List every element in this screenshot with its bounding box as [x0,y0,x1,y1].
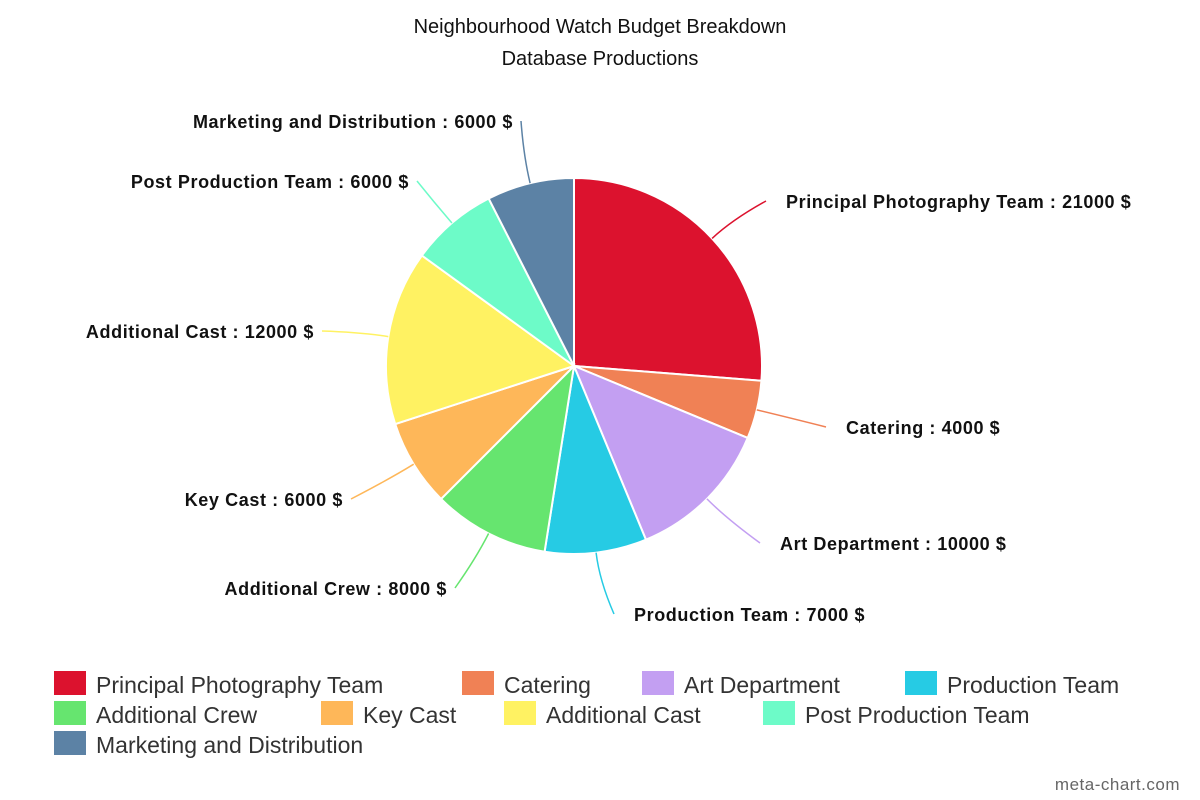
legend-label: Art Department [684,672,841,698]
legend-label: Additional Cast [546,702,701,728]
legend-swatch [462,671,494,695]
slice-label-principal-photography-team: Principal Photography Team : 21000 $ [786,192,1131,212]
connector-production-team [595,552,615,615]
legend-item-additional-crew[interactable]: Additional Crew [54,701,257,728]
slice-label-key-cast: Key Cast : 6000 $ [185,490,343,510]
legend-item-key-cast[interactable]: Key Cast [321,701,457,728]
legend-swatch [54,701,86,725]
pie-slice-art-department [572,364,749,541]
legend-item-catering[interactable]: Catering [462,671,591,698]
legend: Principal Photography Team Catering Art De… [54,671,1119,758]
slice-label-additional-crew: Additional Crew : 8000 $ [225,579,447,599]
legend-item-principal-photography-team[interactable]: Principal Photography Team [54,671,383,698]
slice-label-production-team: Production Team : 7000 $ [634,605,865,625]
connector-principal-photography-team [711,200,767,239]
legend-swatch [642,671,674,695]
pie-slice-production-team [543,362,648,555]
connector-additional-cast [321,330,389,338]
legend-item-marketing-and-distribution[interactable]: Marketing and Distribution [54,731,363,758]
slice-label-marketing-and-distribution: Marketing and Distribution : 6000 $ [193,112,513,132]
slice-label-art-department: Art Department : 10000 $ [780,534,1006,554]
legend-swatch [504,701,536,725]
legend-label: Key Cast [363,702,457,728]
legend-swatch [54,731,86,755]
connector-additional-crew [454,533,490,589]
pie-slice-principal-photography-team [573,176,763,382]
slice-label-catering: Catering : 4000 $ [846,418,1000,438]
pie-slice-additional-crew [439,363,576,553]
legend-label: Post Production Team [805,702,1030,728]
legend-label: Marketing and Distribution [96,732,363,758]
legend-item-post-production-team[interactable]: Post Production Team [763,701,1030,728]
legend-label: Production Team [947,672,1119,698]
credit-text: meta-chart.com [1055,775,1180,794]
connector-catering [756,409,827,428]
connector-marketing-and-distribution [520,120,531,184]
legend-swatch [321,701,353,725]
pie-slice-additional-cast [385,254,577,426]
legend-item-art-department[interactable]: Art Department [642,671,841,698]
connector-art-department [706,498,761,544]
chart-title: Neighbourhood Watch Budget Breakdown [414,16,787,38]
legend-item-production-team[interactable]: Production Team [905,671,1119,698]
legend-label: Additional Crew [96,702,257,728]
legend-item-additional-cast[interactable]: Additional Cast [504,701,701,728]
legend-swatch [54,671,86,695]
connector-post-production-team [416,180,453,224]
legend-label: Principal Photography Team [96,672,383,698]
slice-labels: Principal Photography Team : 21000 $ Cate… [86,112,1131,625]
chart-subtitle: Database Productions [502,48,699,70]
pie-slices [385,176,763,555]
legend-swatch [763,701,795,725]
label-connectors [321,120,827,615]
connector-key-cast [350,463,415,500]
legend-label: Catering [504,672,591,698]
slice-label-post-production-team: Post Production Team : 6000 $ [131,172,409,192]
legend-swatch [905,671,937,695]
slice-label-additional-cast: Additional Cast : 12000 $ [86,322,314,342]
